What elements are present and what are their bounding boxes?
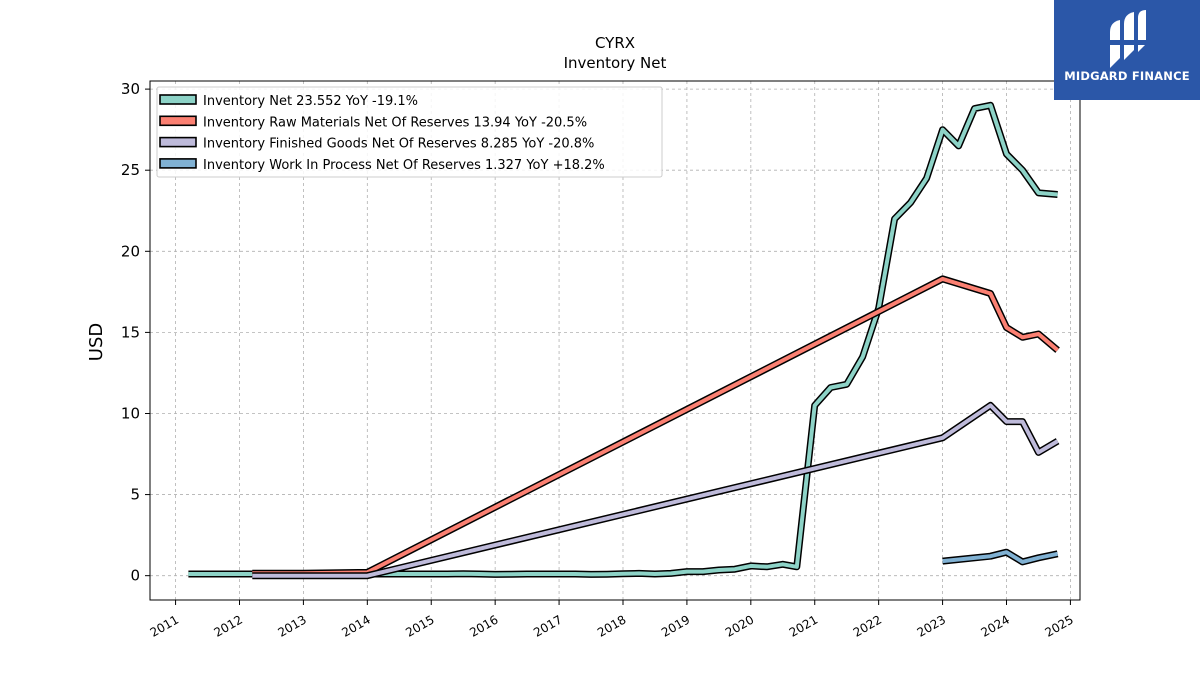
x-tick-label: 2013 — [275, 612, 308, 639]
legend-label: Inventory Raw Materials Net Of Reserves … — [203, 115, 587, 130]
x-tick-label: 2016 — [467, 612, 500, 639]
x-tick-label: 2025 — [1042, 612, 1075, 639]
x-tick-label: 2021 — [787, 612, 820, 639]
legend-swatch — [159, 136, 197, 148]
y-axis-label: USD — [86, 323, 107, 361]
legend-label: Inventory Work In Process Net Of Reserve… — [203, 158, 605, 173]
y-tick-label: 5 — [130, 486, 140, 504]
legend-label: Inventory Finished Goods Net Of Reserves… — [203, 137, 594, 152]
y-tick-label: 15 — [121, 323, 140, 341]
brand-logo: MIDGARD FINANCE — [1054, 0, 1200, 100]
brand-name: MIDGARD FINANCE — [1064, 69, 1190, 83]
legend-label: Inventory Net 23.552 YoY -19.1% — [203, 94, 418, 109]
x-tick-label: 2023 — [915, 612, 948, 639]
legend-swatch — [159, 158, 197, 169]
plot-frame — [149, 80, 1081, 601]
x-tick-label: 2018 — [595, 612, 628, 639]
legend: Inventory Net 23.552 YoY -19.1% Inventory… — [156, 86, 663, 178]
x-tick-label: 2017 — [531, 612, 564, 639]
x-tick-label: 2019 — [659, 612, 692, 639]
legend-swatch — [159, 94, 197, 105]
series-3-line — [252, 403, 1059, 578]
y-tick-label: 0 — [130, 567, 140, 585]
chart-title: CYRX — [595, 34, 635, 52]
y-tick-label: 30 — [121, 80, 140, 98]
x-tick-label: 2024 — [979, 612, 1012, 639]
y-tick-label: 10 — [121, 404, 140, 422]
x-tick-label: 2020 — [723, 612, 756, 639]
legend-box — [156, 86, 663, 178]
series-4-line — [942, 550, 1059, 564]
y-tick-label: 25 — [121, 161, 140, 179]
legend-swatch — [159, 115, 197, 127]
brand-mark-icon — [1106, 10, 1150, 68]
y-tick-label: 20 — [121, 242, 140, 260]
x-tick-label: 2012 — [212, 612, 245, 639]
series-3-outline — [252, 401, 1060, 580]
chart-subtitle: Inventory Net — [564, 54, 667, 72]
x-tick-label: 2022 — [851, 612, 884, 639]
x-tick-label: 2011 — [148, 612, 181, 639]
x-tick-label: 2014 — [339, 612, 372, 639]
series-lines — [188, 101, 1060, 580]
series-2-line — [252, 276, 1059, 576]
x-tick-label: 2015 — [403, 612, 436, 639]
